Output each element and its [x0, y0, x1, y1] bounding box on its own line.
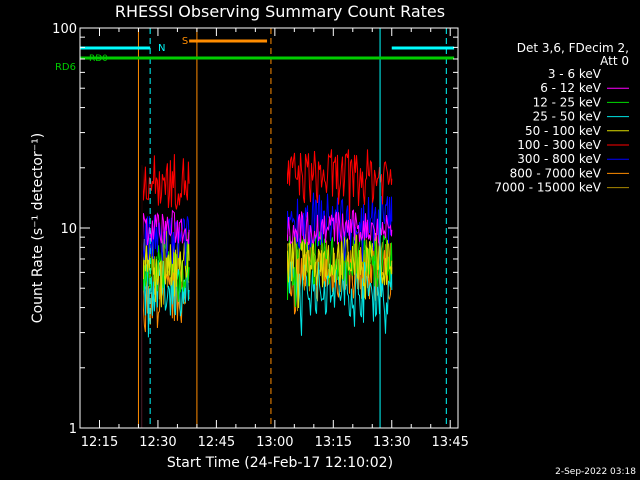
- x-tick-label-0: 12:15: [81, 435, 118, 450]
- flag-label-rd6: RD6: [55, 62, 76, 73]
- x-tick-label-6: 13:45: [431, 435, 468, 450]
- chart-title: RHESSI Observing Summary Count Rates: [115, 2, 445, 21]
- legend-label-8: 7000 - 15000 keV: [494, 181, 601, 195]
- series-line-5-segment-1: [286, 149, 393, 428]
- flag-label-s: S: [182, 36, 188, 47]
- legend-label-0: 3 - 6 keV: [548, 67, 602, 81]
- x-tick-label-2: 12:45: [198, 435, 235, 450]
- y-tick-label-0: 1: [69, 422, 77, 437]
- legend-label-2: 12 - 25 keV: [533, 95, 602, 109]
- y-tick-label-1: 10: [60, 222, 77, 237]
- plot-frame: [79, 27, 459, 429]
- legend-label-1: 6 - 12 keV: [540, 81, 602, 95]
- legend-label-7: 800 - 7000 keV: [510, 166, 602, 180]
- x-tick-label-5: 13:30: [373, 435, 410, 450]
- series-line-3-segment-0: [141, 260, 190, 428]
- timestamp: 2-Sep-2022 03:18: [555, 467, 636, 477]
- series-line-4-segment-0: [141, 230, 190, 428]
- legend-title-line-2: Att 0: [600, 54, 629, 68]
- flag-label-n: N: [158, 43, 165, 54]
- x-tick-label-1: 12:30: [139, 435, 176, 450]
- x-axis-label: Start Time (24-Feb-17 12:10:02): [167, 455, 393, 471]
- legend-label-5: 100 - 300 keV: [517, 138, 601, 152]
- legend-label-3: 25 - 50 keV: [533, 110, 602, 124]
- series-line-4-segment-1: [286, 230, 393, 428]
- legend-title: Det 3,6, FDecim 2,: [517, 41, 629, 55]
- series-line-1-segment-1: [286, 209, 393, 428]
- y-tick-label-2: 100: [52, 22, 77, 37]
- flag-label-rd0: RD0: [89, 54, 108, 64]
- x-tick-label-4: 13:15: [315, 435, 352, 450]
- series-line-0-segment-1: [286, 108, 393, 428]
- series-line-1-segment-0: [141, 209, 190, 428]
- y-axis-label: Count Rate (s⁻¹ detector⁻¹): [30, 133, 46, 323]
- legend-label-6: 300 - 800 keV: [517, 152, 601, 166]
- x-tick-label-3: 13:00: [256, 435, 293, 450]
- series-line-6-segment-1: [286, 192, 393, 428]
- series-line-5-segment-0: [141, 154, 190, 428]
- legend-label-4: 50 - 100 keV: [525, 124, 602, 138]
- series-line-0-segment-0: [141, 111, 190, 428]
